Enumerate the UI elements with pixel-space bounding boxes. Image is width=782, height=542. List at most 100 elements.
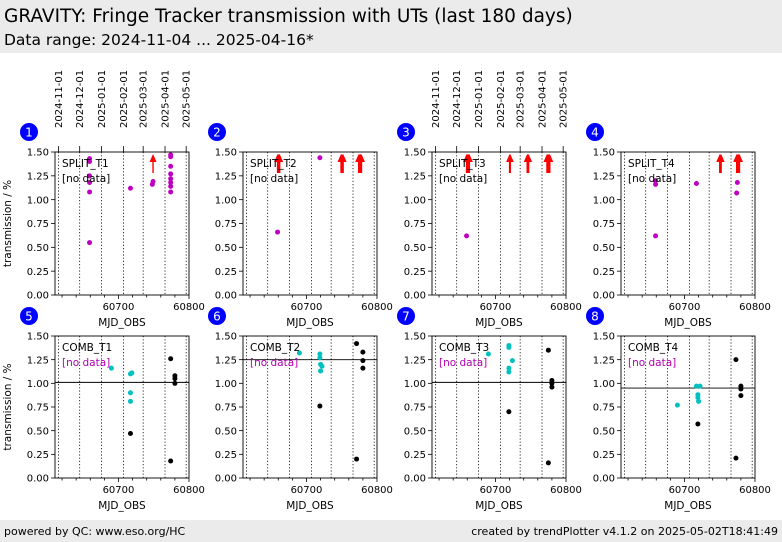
data-point (545, 347, 551, 353)
off-scale-arrowhead (525, 154, 533, 162)
panel-number-badge (586, 307, 604, 325)
y-tick-label: 0.25 (404, 450, 426, 461)
y-tick-label: 1.50 (404, 148, 426, 159)
data-point (168, 183, 174, 189)
x-tick-label: 60700 (103, 485, 135, 496)
trend-charts: transmission / % transmission / % 2024-11-… (2, 70, 771, 512)
date-tick-label: 2024-11-01 (431, 70, 442, 128)
y-tick-label: 0.50 (593, 426, 615, 437)
footer-bar: powered by QC: www.eso.org/HC created by… (0, 520, 782, 542)
data-point (275, 229, 281, 235)
data-point (734, 190, 740, 196)
data-point (354, 456, 360, 462)
y-tick-label: 1.00 (215, 379, 237, 390)
y-tick-label: 0.75 (404, 219, 426, 230)
data-point (695, 421, 701, 427)
footer-generator: created by trendPlotter v4.1.2 on 2025-0… (471, 525, 778, 538)
date-tick-label: 2024-12-01 (452, 70, 463, 128)
y-tick-label: 1.25 (27, 355, 49, 366)
footer-credit: powered by QC: www.eso.org/HC (4, 525, 186, 538)
date-tick-label: 2025-03-01 (516, 70, 527, 128)
y-tick-label: 1.00 (404, 195, 426, 206)
y-tick-label: 1.00 (404, 379, 426, 390)
panel-number: 5 (25, 310, 33, 324)
y-tick-label: 0.00 (593, 291, 615, 302)
y-tick-label: 1.50 (27, 332, 49, 343)
date-tick-label: 2025-04-01 (538, 70, 549, 128)
data-point (506, 369, 512, 375)
date-tick-label: 2025-05-01 (559, 70, 570, 128)
plot-area (243, 152, 377, 295)
off-scale-arrowhead (149, 154, 157, 162)
data-point (696, 398, 702, 404)
data-point (545, 460, 551, 466)
panel-number: 3 (402, 126, 410, 140)
x-tick-label: 60700 (669, 485, 701, 496)
no-data-label: [no data] (628, 173, 676, 185)
date-tick-label: 2025-02-01 (119, 70, 130, 128)
data-point (296, 350, 302, 356)
data-point (464, 233, 470, 239)
data-point (653, 181, 659, 187)
no-data-label: [no data] (62, 173, 110, 185)
data-point (360, 358, 366, 364)
x-tick-label: 60700 (669, 302, 701, 313)
y-tick-label: 0.25 (215, 267, 237, 278)
x-axis-label: MJD_OBS (475, 317, 523, 329)
off-scale-arrowhead (465, 154, 473, 162)
data-point (172, 380, 178, 386)
data-point (317, 351, 323, 357)
off-scale-arrowhead (506, 154, 514, 162)
plot-area (621, 152, 755, 295)
panel-number-badge (20, 307, 38, 325)
y-tick-label: 1.00 (593, 379, 615, 390)
panel-name: SPLIT_T2 (250, 158, 297, 170)
data-point (168, 154, 174, 160)
panel-number: 4 (591, 126, 599, 140)
date-tick-label: 2025-01-01 (97, 70, 108, 128)
panel-number-badge (208, 123, 226, 141)
date-tick-label: 2025-04-01 (161, 70, 172, 128)
x-tick-label: 60800 (173, 302, 205, 313)
y-tick-label: 0.00 (215, 291, 237, 302)
panel-number-badge (397, 123, 415, 141)
y-tick-label: 0.00 (27, 291, 49, 302)
panel-name: SPLIT_T3 (439, 158, 486, 170)
panel-name: COMB_T3 (439, 342, 489, 354)
page-title: GRAVITY: Fringe Tracker transmission wit… (4, 6, 573, 27)
data-point (693, 383, 699, 389)
x-tick-label: 60700 (480, 485, 512, 496)
x-tick-label: 60800 (361, 302, 393, 313)
y-tick-label: 0.00 (215, 474, 237, 485)
data-point (87, 159, 93, 165)
off-scale-arrowhead (717, 154, 725, 162)
panel-number: 1 (25, 126, 33, 140)
panel-name: COMB_T2 (250, 342, 300, 354)
x-tick-label: 60800 (739, 485, 771, 496)
data-point (360, 349, 366, 355)
off-scale-arrowhead (276, 154, 284, 162)
header-bar: GRAVITY: Fringe Tracker transmission wit… (0, 0, 782, 53)
no-data-label: [no data] (250, 173, 298, 185)
data-point (168, 356, 174, 362)
panel-number: 6 (213, 310, 221, 324)
y-tick-label: 0.25 (593, 450, 615, 461)
data-point (317, 155, 323, 161)
data-point (127, 390, 133, 396)
plot-area (55, 336, 189, 478)
data-point (172, 376, 178, 382)
panel-number: 7 (402, 310, 410, 324)
y-tick-label: 0.25 (593, 267, 615, 278)
y-tick-label: 0.75 (27, 403, 49, 414)
no-data-label: [no data] (628, 357, 676, 369)
plot-area (621, 336, 755, 478)
data-point (87, 189, 93, 195)
data-point (354, 341, 360, 347)
data-point (317, 355, 323, 361)
data-point (485, 351, 491, 357)
x-tick-label: 60800 (173, 485, 205, 496)
date-tick-label: 2024-11-01 (54, 70, 65, 128)
panel-number-badge (397, 307, 415, 325)
x-axis-label: MJD_OBS (98, 500, 146, 512)
no-data-label: [no data] (62, 357, 110, 369)
